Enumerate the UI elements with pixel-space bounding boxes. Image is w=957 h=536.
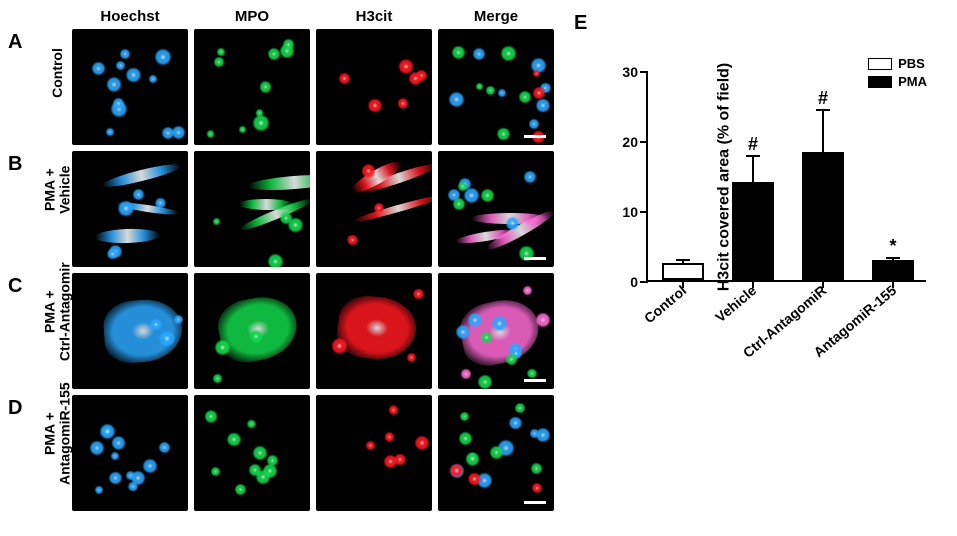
panel-letter-e: E bbox=[574, 12, 587, 35]
micrograph-cell bbox=[316, 151, 432, 267]
micrograph-row-c: CPMA +Ctrl-Antagomir bbox=[72, 273, 560, 389]
bar bbox=[802, 152, 844, 280]
bar bbox=[872, 260, 914, 280]
micrograph-grid: Hoechst MPO H3cit Merge AControlBPMA +Ve… bbox=[0, 0, 570, 536]
col-header-mpo: MPO bbox=[194, 8, 310, 25]
micrograph-cell bbox=[438, 273, 554, 389]
x-category-label: Control bbox=[641, 282, 689, 326]
micrograph-cell bbox=[72, 29, 188, 145]
bar bbox=[662, 263, 704, 281]
row-label: Control bbox=[49, 18, 65, 128]
micrograph-cell bbox=[316, 395, 432, 511]
row-letter: D bbox=[8, 397, 22, 420]
bar bbox=[732, 182, 774, 280]
micrograph-row-b: BPMA +Vehicle bbox=[72, 151, 560, 267]
col-header-hoechst: Hoechst bbox=[72, 8, 188, 25]
micrograph-cell bbox=[194, 395, 310, 511]
row-letter: A bbox=[8, 31, 22, 54]
scale-bar bbox=[524, 257, 546, 260]
micrograph-cell bbox=[316, 29, 432, 145]
row-letter: C bbox=[8, 275, 22, 298]
scale-bar bbox=[524, 379, 546, 382]
chart-panel: E H3cit covered area (% of field) PBS PM… bbox=[570, 0, 957, 536]
legend-swatch-pbs bbox=[868, 58, 892, 70]
row-letter: B bbox=[8, 153, 22, 176]
micrograph-cell bbox=[72, 151, 188, 267]
row-label: PMA +AntagomiR-155 bbox=[42, 379, 71, 489]
micrograph-cell bbox=[72, 395, 188, 511]
significance-marker: # bbox=[818, 88, 828, 109]
bar-chart: H3cit covered area (% of field) PBS PMA … bbox=[646, 72, 947, 282]
micrograph-cell bbox=[194, 151, 310, 267]
legend-label-pbs: PBS bbox=[898, 56, 925, 71]
scale-bar bbox=[524, 135, 546, 138]
row-label: PMA +Ctrl-Antagomir bbox=[42, 257, 71, 367]
micrograph-cell bbox=[194, 29, 310, 145]
col-header-h3cit: H3cit bbox=[316, 8, 432, 25]
micrograph-cell bbox=[438, 29, 554, 145]
column-headers: Hoechst MPO H3cit Merge bbox=[72, 8, 560, 25]
micrograph-cell bbox=[438, 151, 554, 267]
micrograph-cell bbox=[72, 273, 188, 389]
row-label: PMA +Vehicle bbox=[42, 135, 71, 245]
significance-marker: * bbox=[889, 236, 896, 257]
micrograph-cell bbox=[316, 273, 432, 389]
micrograph-row-a: AControl bbox=[72, 29, 560, 145]
scale-bar bbox=[524, 501, 546, 504]
micrograph-row-d: DPMA +AntagomiR-155 bbox=[72, 395, 560, 511]
significance-marker: # bbox=[748, 134, 758, 155]
micrograph-cell bbox=[194, 273, 310, 389]
plot-area: 0102030Control#Vehicle#Ctrl-AntagomiR*An… bbox=[646, 72, 926, 282]
micrograph-cell bbox=[438, 395, 554, 511]
col-header-merge: Merge bbox=[438, 8, 554, 25]
